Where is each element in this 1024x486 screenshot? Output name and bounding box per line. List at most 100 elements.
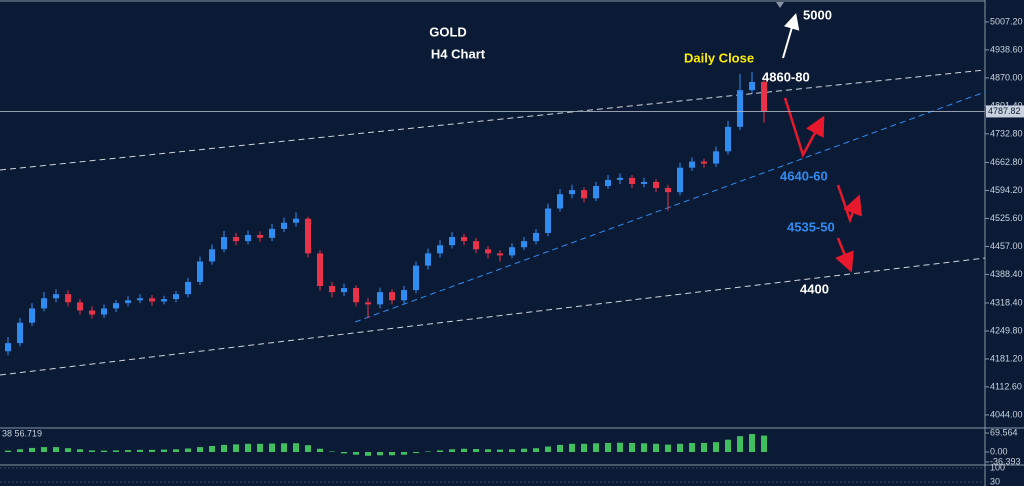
indicator-bar [221,444,227,453]
candle-body [737,90,743,127]
price-label: 4787.82 [988,106,1021,116]
candle-body [497,253,503,256]
indicator-bar [629,442,635,453]
candle-body [749,81,755,91]
indicator-bar [413,452,419,454]
candle-body [77,302,83,311]
candle-body [545,208,551,233]
candle-body [137,298,143,301]
annotation: 4400 [800,281,829,296]
indicator-bar [497,449,503,453]
indicator-bar [113,450,119,453]
indicator-bar [29,447,35,453]
candle-body [509,247,515,256]
indicator-bar [725,439,731,453]
indicator-bar [473,448,479,453]
indicator-bar [581,443,587,453]
candle-body [341,288,347,293]
candle-body [665,188,671,193]
indicator-bar [185,448,191,453]
candle-body [473,241,479,250]
candle-body [221,237,227,250]
y-tick-label: 0.00 [990,446,1008,456]
y-tick-label: 4594.20 [990,185,1023,195]
indicator-bar [449,449,455,453]
indicator-bar [389,452,395,456]
y-tick-label: -36.393 [990,456,1021,466]
indicator-bar [317,448,323,453]
candle-body [245,234,251,242]
indicator-bar [197,447,203,453]
candle-body [233,237,239,242]
indicator-bar [485,449,491,453]
y-tick-label: 4870.00 [990,72,1023,82]
candle-body [125,300,131,304]
indicator-bar [329,451,335,453]
indicator-bar [617,442,623,453]
indicator-bar [281,443,287,453]
candle-body [53,294,59,299]
candle-body [101,308,107,315]
y-tick-label: 4044.00 [990,409,1023,419]
indicator-bar [665,444,671,453]
annotation: 4860-80 [762,69,810,84]
indicator-bar [245,443,251,453]
annotation: 5000 [803,7,832,22]
candle-body [209,249,215,262]
candle-body [329,286,335,293]
indicator-bar [425,451,431,453]
indicator-bar [641,443,647,453]
candle-body [5,343,11,352]
indicator-bar [713,442,719,453]
annotation: Daily Close [684,50,754,65]
indicator-bar [305,445,311,453]
candle-body [89,310,95,315]
candle-body [689,161,695,168]
indicator-bar [257,443,263,453]
indicator-bar [341,452,347,454]
indicator-bar [173,449,179,453]
candle-body [41,298,47,309]
y-tick-label: 5007.20 [990,16,1023,26]
candle-body [761,81,767,112]
indicator-bar [293,443,299,453]
candle-body [677,167,683,193]
candle-body [485,249,491,254]
candle-body [533,232,539,242]
indicator-bar [53,447,59,453]
shift-marker [776,2,784,8]
indicator-bar [77,449,83,453]
candle-body [413,265,419,291]
indicator-bar [509,449,515,453]
candle-body [257,234,263,238]
candle-body [305,218,311,254]
indicator-header: 38 56.719 [2,428,42,438]
indicator-bar [737,436,743,453]
chart-title: GOLD [429,24,467,39]
candle-body [197,261,203,282]
indicator-bar [689,442,695,453]
candle-body [281,222,287,229]
indicator-bar [605,442,611,453]
candles [5,71,767,356]
indicator-bar [5,450,11,453]
indicator-bar [749,433,755,453]
y-tick-label: 4249.80 [990,325,1023,335]
indicator-bar [701,442,707,453]
indicator-bar [761,435,767,453]
candle-body [593,186,599,199]
indicator-bar [353,452,359,455]
y-tick-label: 4112.60 [990,381,1022,391]
channel-line [0,257,986,376]
arrow [783,97,825,159]
candle-body [461,237,467,242]
y-tick-label: 4662.80 [990,157,1023,167]
indicator-bar [161,449,167,453]
candle-body [365,302,371,305]
y-tick-label: 4181.20 [990,353,1023,363]
indicator-bar [17,449,23,453]
indicator-bar [233,444,239,453]
candle-body [185,281,191,295]
